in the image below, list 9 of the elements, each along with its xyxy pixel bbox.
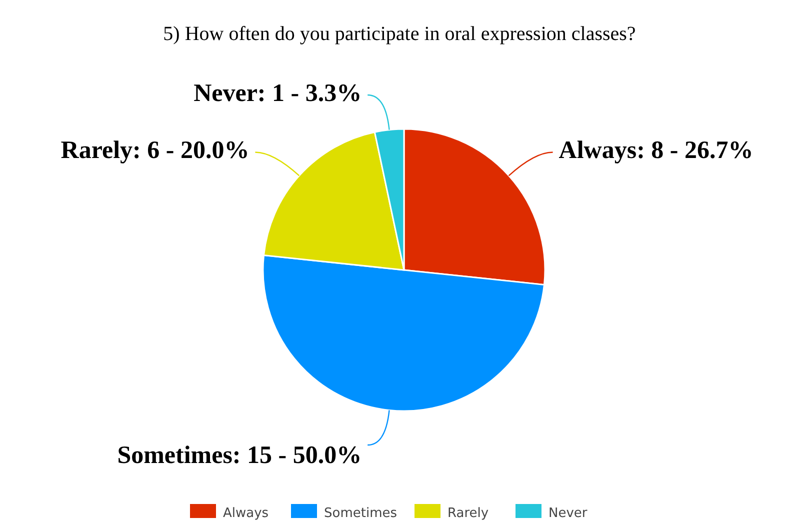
data-label: Never: 1 - 3.3% xyxy=(194,80,362,107)
data-label: Rarely: 6 - 20.0% xyxy=(60,137,250,164)
legend-label: Never xyxy=(548,506,588,521)
data-label: Always: 8 - 26.7% xyxy=(558,137,754,164)
legend-label: Sometimes xyxy=(324,506,398,521)
legend-label: Always xyxy=(223,506,269,521)
chart-title: 5) How often do you participate in oral expression classes? xyxy=(163,23,636,45)
data-label: Sometimes: 15 - 50.0% xyxy=(117,442,362,470)
legend-label: Rarely xyxy=(448,506,489,521)
